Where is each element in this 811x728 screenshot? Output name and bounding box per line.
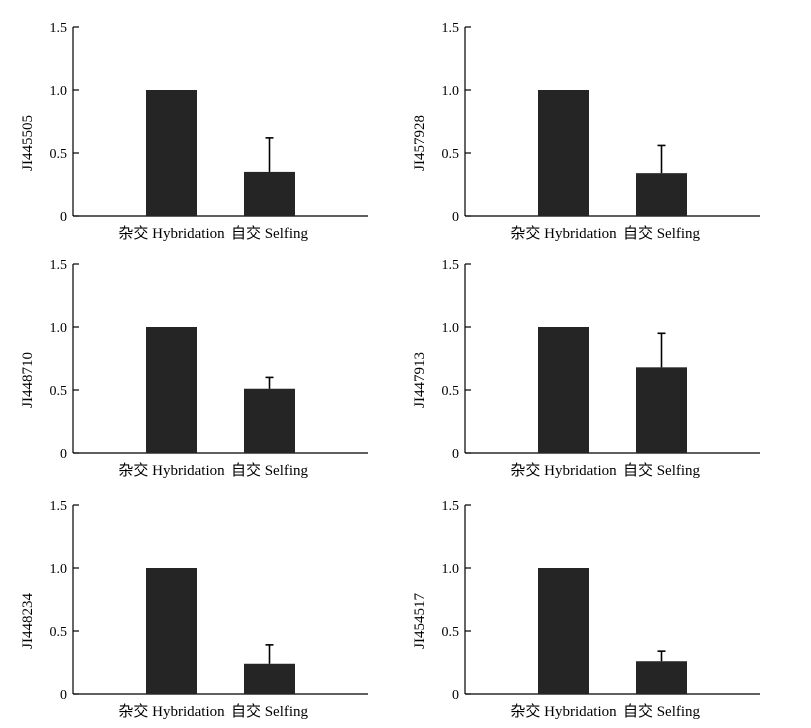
y-tick-label: 1.0: [442, 321, 460, 336]
y-tick-label: 0: [60, 210, 67, 225]
chart-panel: 0 0.5 1.0 1.5 JI448234 杂交 Hybridation 自交 Selfi…: [20, 499, 368, 720]
chart-panel: 0 0.5 1.0 1.5 JI454517 杂交 Hybridation 自交 Selfi…: [412, 499, 760, 720]
bar: [636, 173, 687, 216]
chart-panel: 0 0.5 1.0 1.5 JI457928 杂交 Hybridation 自交 Selfi…: [412, 21, 760, 242]
y-tick-label: 0: [452, 688, 459, 703]
bar: [636, 367, 687, 453]
y-tick-label: 1.0: [442, 84, 460, 99]
y-tick-label: 1.5: [50, 21, 68, 36]
chart-panel: 0 0.5 1.0 1.5 JI445505 杂交 Hybridation 自交 Selfi…: [20, 21, 368, 242]
y-tick-label: 1.0: [50, 562, 68, 577]
y-tick-label: 1.0: [50, 84, 68, 99]
y-tick-label: 0.5: [442, 384, 460, 399]
chart-panel: 0 0.5 1.0 1.5 JI447913 杂交 Hybridation 自交 Selfi…: [412, 258, 760, 479]
y-tick-label: 0: [452, 210, 459, 225]
y-tick-label: 0.5: [442, 147, 460, 162]
x-category-label: 杂交 Hybridation: [118, 224, 225, 242]
y-tick-label: 0: [60, 447, 67, 462]
y-tick-label: 0: [452, 447, 459, 462]
bar: [538, 568, 589, 694]
y-axis-label: JI447913: [412, 352, 428, 408]
x-category-label: 自交 Selfing: [623, 702, 701, 720]
x-category-label: 杂交 Hybridation: [510, 461, 617, 479]
x-category-label: 自交 Selfing: [623, 461, 701, 479]
y-tick-label: 0.5: [50, 625, 68, 640]
chart-panel: 0 0.5 1.0 1.5 JI448710 杂交 Hybridation 自交 Selfi…: [20, 258, 368, 479]
x-category-label: 杂交 Hybridation: [118, 702, 225, 720]
y-tick-label: 1.5: [50, 258, 68, 273]
x-category-label: 自交 Selfing: [231, 224, 309, 242]
y-tick-label: 1.5: [442, 499, 460, 514]
y-tick-label: 1.5: [50, 499, 68, 514]
bar: [146, 568, 197, 694]
y-tick-label: 0: [60, 688, 67, 703]
x-category-label: 自交 Selfing: [231, 461, 309, 479]
y-tick-label: 1.5: [442, 258, 460, 273]
y-tick-label: 1.5: [442, 21, 460, 36]
y-tick-label: 1.0: [50, 321, 68, 336]
bar: [538, 90, 589, 216]
bar: [636, 661, 687, 694]
y-axis-label: JI448710: [20, 352, 36, 408]
x-category-label: 自交 Selfing: [623, 224, 701, 242]
y-tick-label: 0.5: [50, 147, 68, 162]
bar: [244, 171, 295, 216]
y-axis-label: JI448234: [20, 593, 36, 649]
bar: [146, 327, 197, 453]
y-tick-label: 0.5: [442, 625, 460, 640]
y-tick-label: 1.0: [442, 562, 460, 577]
y-tick-label: 0.5: [50, 384, 68, 399]
bar: [244, 663, 295, 694]
bar: [146, 90, 197, 216]
x-category-label: 杂交 Hybridation: [510, 702, 617, 720]
x-category-label: 杂交 Hybridation: [510, 224, 617, 242]
x-category-label: 杂交 Hybridation: [118, 461, 225, 479]
bar: [244, 388, 295, 453]
bar: [538, 327, 589, 453]
x-category-label: 自交 Selfing: [231, 702, 309, 720]
y-axis-label: JI457928: [412, 115, 428, 171]
y-axis-label: JI445505: [20, 115, 36, 171]
y-axis-label: JI454517: [412, 593, 428, 649]
